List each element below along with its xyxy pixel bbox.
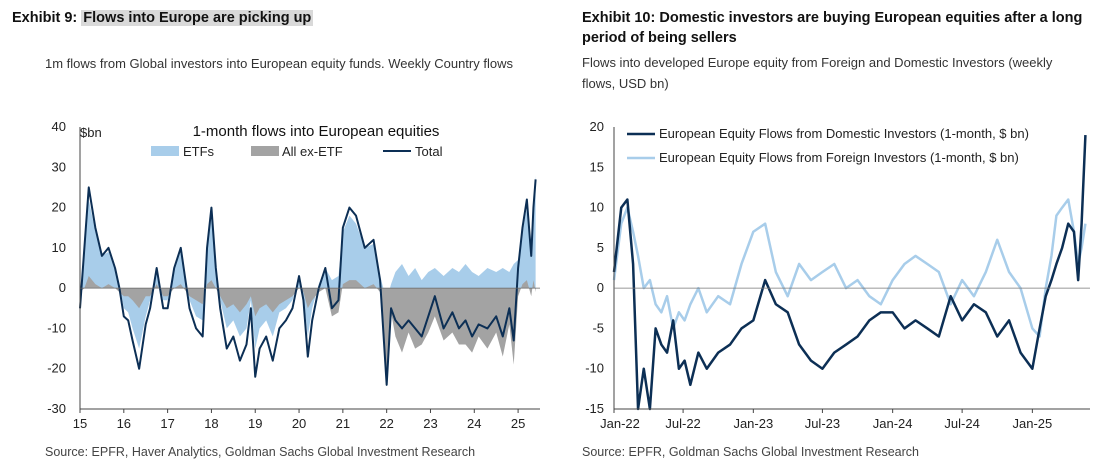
- left-y-tick-label: 40: [52, 119, 66, 134]
- exhibit-9-source: Source: EPFR, Haver Analytics, Goldman S…: [45, 445, 476, 459]
- left-x-tick-label: 23: [423, 416, 437, 431]
- legend-label-all-ex-etf: All ex-ETF: [282, 144, 343, 159]
- legend-label-foreign: European Equity Flows from Foreign Inves…: [659, 150, 1019, 165]
- right-x-tick-label: Jul-24: [944, 416, 979, 431]
- all-ex-etf-area: [80, 276, 536, 373]
- left-x-tick-label: 22: [379, 416, 393, 431]
- left-x-tick-label: 21: [336, 416, 350, 431]
- exhibit-9-chart: 40 30 20 10 0 -10 -20 -30 15 16 17 18 19 20 21 22 23 24 25…: [47, 119, 540, 431]
- domestic-investors-line: [612, 135, 1087, 411]
- left-y-unit-label: $bn: [80, 125, 102, 140]
- right-y-tick-label: 15: [590, 159, 604, 174]
- left-x-tick-label: 24: [467, 416, 481, 431]
- exhibit-10-panel: Exhibit 10: Domestic investors are buyin…: [580, 0, 1107, 476]
- exhibit-10-subtitle: Flows into developed Europe equity from …: [582, 52, 1052, 94]
- exhibit-10-title: Exhibit 10: Domestic investors are buyin…: [582, 8, 1082, 48]
- right-x-tick-label: Jul-22: [665, 416, 700, 431]
- left-chart-title: 1-month flows into European equities: [193, 123, 440, 140]
- left-x-tick-label: 20: [292, 416, 306, 431]
- exhibit-9-headline: Flows into Europe are picking up: [81, 10, 314, 26]
- right-x-tick-label: Jan-23: [733, 416, 773, 431]
- right-x-tick-label: Jan-22: [600, 416, 640, 431]
- left-y-tick-label: -10: [47, 320, 66, 335]
- exhibit-10-source: Source: EPFR, Goldman Sachs Global Inves…: [582, 445, 919, 459]
- exhibit-9-subtitle: 1m flows from Global investors into Euro…: [45, 56, 513, 71]
- right-y-tick-label: -10: [585, 361, 604, 376]
- right-x-tick-label: Jul-23: [805, 416, 840, 431]
- left-y-tick-label: 30: [52, 159, 66, 174]
- exhibit-9-title: Exhibit 9: Flows into Europe are picking…: [12, 8, 314, 28]
- exhibit-10-label: Exhibit 10:: [582, 10, 656, 26]
- exhibit-9-label: Exhibit 9:: [12, 10, 78, 26]
- left-y-tick-label: 10: [52, 240, 66, 255]
- right-y-tick-label: 0: [597, 280, 604, 295]
- right-legend: European Equity Flows from Domestic Inve…: [627, 126, 1029, 165]
- left-y-tick-label: -20: [47, 361, 66, 376]
- right-y-tick-label: 5: [597, 240, 604, 255]
- exhibit-9-panel: Exhibit 9: Flows into Europe are picking…: [12, 8, 540, 459]
- exhibit-10-headline-1: Domestic investors are buying European e…: [659, 10, 1083, 26]
- legend-label-total: Total: [415, 144, 443, 159]
- foreign-investors-line: [612, 198, 1087, 338]
- etfs-area: [80, 175, 536, 349]
- exhibit-10-headline-2: period of being sellers: [582, 30, 737, 46]
- right-y-tick-label: -15: [585, 401, 604, 416]
- right-y-tick-label: 20: [590, 119, 604, 134]
- left-y-tick-label: 0: [59, 280, 66, 295]
- exhibit-10-subtitle-1: Flows into developed Europe equity from …: [582, 55, 1053, 70]
- right-y-tick-label: 10: [590, 200, 604, 215]
- legend-swatch-all-ex-etf: [251, 146, 279, 156]
- left-x-tick-label: 25: [511, 416, 525, 431]
- right-x-tick-label: Jan-24: [873, 416, 913, 431]
- left-legend: ETFs All ex-ETF Total: [151, 144, 443, 159]
- left-x-tick-label: 16: [117, 416, 131, 431]
- left-x-tick-label: 19: [248, 416, 262, 431]
- left-x-tick-label: 18: [204, 416, 218, 431]
- left-x-tick-label: 17: [160, 416, 174, 431]
- right-x-tick-label: Jan-25: [1012, 416, 1052, 431]
- right-y-tick-label: -5: [592, 320, 604, 335]
- left-x-tick-label: 15: [73, 416, 87, 431]
- exhibit-10-subtitle-2: flows, USD bn): [582, 76, 669, 91]
- left-y-tick-label: -30: [47, 401, 66, 416]
- legend-label-domestic: European Equity Flows from Domestic Inve…: [659, 126, 1029, 141]
- left-y-tick-label: 20: [52, 200, 66, 215]
- legend-label-etfs: ETFs: [183, 144, 215, 159]
- legend-swatch-etfs: [151, 146, 179, 156]
